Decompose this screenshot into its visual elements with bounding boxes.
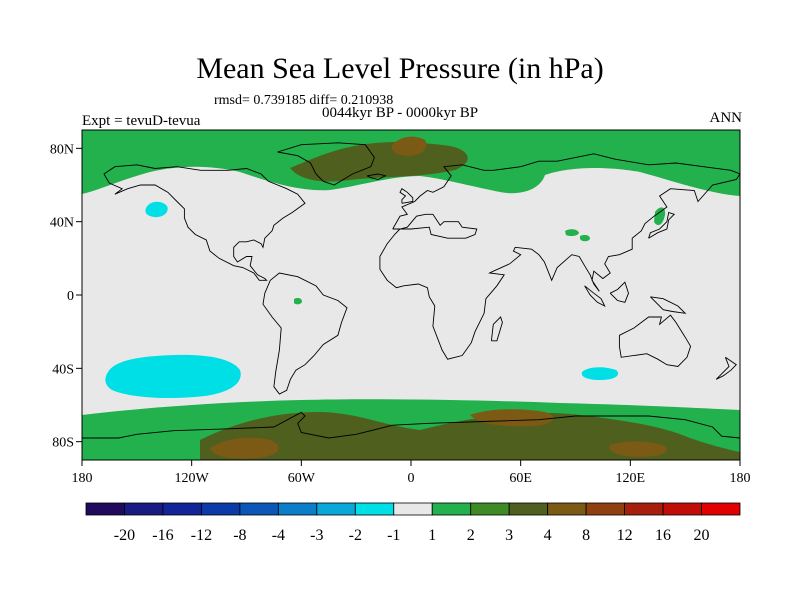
antarctica-coast bbox=[82, 411, 741, 439]
colorbar: -20 -16 -12 -8 -4 -3 -2 -1 1 2 3 4 8 12 16 20 bbox=[85, 502, 741, 544]
greenland-coast bbox=[277, 142, 375, 186]
colorbar-label: -8 bbox=[233, 527, 246, 544]
map-plot: 180 120W 60W 0 60E 120E 180 80N 40N 0 40S 80S bbox=[50, 129, 751, 486]
uk-coast bbox=[399, 188, 414, 204]
map-title: Mean Sea Level Pressure (in hPa) bbox=[196, 52, 604, 85]
colorbar-label: 16 bbox=[655, 527, 671, 544]
north-america-coast bbox=[103, 164, 306, 281]
pacific-low-south bbox=[105, 354, 241, 398]
x-tick-label: 180 bbox=[72, 471, 93, 486]
colorbar-swatch bbox=[354, 502, 395, 516]
central-asia-green-spot-1 bbox=[565, 229, 579, 237]
borneo-coast bbox=[609, 281, 629, 303]
y-tick-label: 40S bbox=[52, 362, 74, 377]
colorbar-swatch bbox=[277, 502, 318, 516]
colorbar-label: -4 bbox=[272, 527, 285, 544]
new-guinea-coast bbox=[650, 296, 687, 314]
colorbar-swatch bbox=[701, 502, 741, 516]
amazon-green-spot bbox=[294, 298, 302, 305]
eurasia-africa-coast bbox=[379, 153, 741, 360]
colorbar-label: -2 bbox=[349, 527, 362, 544]
colorbar-swatch bbox=[547, 502, 587, 516]
antarctic-brown-spot-3 bbox=[609, 441, 668, 457]
antarctic-dark-region bbox=[200, 412, 740, 460]
experiment-label: Expt = tevuD-tevua bbox=[82, 113, 201, 129]
colorbar-swatch bbox=[585, 502, 625, 516]
colorbar-label: 12 bbox=[617, 527, 633, 544]
colorbar-swatch bbox=[316, 502, 356, 516]
colorbar-label: -12 bbox=[191, 527, 212, 544]
japan-coast bbox=[648, 211, 676, 239]
australia-coast bbox=[618, 314, 692, 367]
antarctic-brown-spot-1 bbox=[210, 437, 279, 459]
x-tick-label: 0 bbox=[408, 471, 415, 486]
east-asia-green-spot bbox=[654, 207, 666, 226]
y-tick-label: 80S bbox=[52, 436, 74, 451]
x-tick-label: 60W bbox=[288, 471, 316, 486]
madagascar-coast bbox=[490, 316, 503, 342]
colorbar-label: -16 bbox=[152, 527, 173, 544]
colorbar-swatch bbox=[508, 502, 549, 516]
colorbar-label: 1 bbox=[428, 527, 436, 544]
colorbar-label: 3 bbox=[505, 527, 513, 544]
x-tick-label: 180 bbox=[730, 471, 751, 486]
colorbar-swatch bbox=[624, 502, 664, 516]
sumatra-coast bbox=[584, 285, 606, 308]
iceland-coast bbox=[366, 173, 387, 180]
x-tick-label: 120W bbox=[175, 471, 210, 486]
colorbar-swatch bbox=[124, 502, 164, 516]
y-tick-label: 0 bbox=[67, 289, 74, 304]
colorbar-swatch bbox=[470, 502, 510, 516]
period-label: 0044kyr BP - 0000kyr BP bbox=[322, 105, 479, 121]
map-ticks: 180 120W 60W 0 60E 120E 180 80N 40N 0 40S 80S bbox=[50, 142, 751, 486]
arctic-brown-spot bbox=[391, 136, 427, 156]
south-america-coast bbox=[262, 272, 348, 395]
arctic-dark-region bbox=[290, 142, 468, 182]
anomaly-fields bbox=[82, 130, 740, 460]
x-tick-label: 60E bbox=[509, 471, 532, 486]
central-asia-green-spot-2 bbox=[580, 235, 590, 242]
colorbar-label: 2 bbox=[467, 527, 475, 544]
colorbar-label: -3 bbox=[310, 527, 323, 544]
indian-ocean-low bbox=[581, 367, 619, 380]
colorbar-label: 8 bbox=[582, 527, 590, 544]
colorbar-swatch bbox=[162, 502, 202, 516]
colorbar-swatch bbox=[662, 502, 702, 516]
new-zealand-coast bbox=[715, 356, 737, 380]
colorbar-swatch bbox=[239, 502, 279, 516]
pacific-low-north bbox=[145, 201, 168, 218]
colorbar-swatch bbox=[85, 502, 125, 516]
colorbar-swatch bbox=[201, 502, 241, 516]
colorbar-label: -20 bbox=[114, 527, 135, 544]
y-tick-label: 40N bbox=[50, 216, 74, 231]
season-label: ANN bbox=[709, 110, 743, 126]
colorbar-label: -1 bbox=[387, 527, 400, 544]
coastlines bbox=[82, 142, 741, 439]
mediterranean-coast bbox=[399, 213, 478, 239]
colorbar-label: 4 bbox=[544, 527, 552, 544]
colorbar-swatch bbox=[431, 502, 472, 516]
x-tick-label: 120E bbox=[616, 471, 646, 486]
colorbar-label: 20 bbox=[694, 527, 710, 544]
antarctic-brown-spot-2 bbox=[470, 409, 554, 427]
colorbar-swatch bbox=[393, 502, 433, 516]
stats-label: rmsd= 0.739185 diff= 0.210938 bbox=[214, 93, 394, 108]
y-tick-label: 80N bbox=[50, 142, 74, 157]
